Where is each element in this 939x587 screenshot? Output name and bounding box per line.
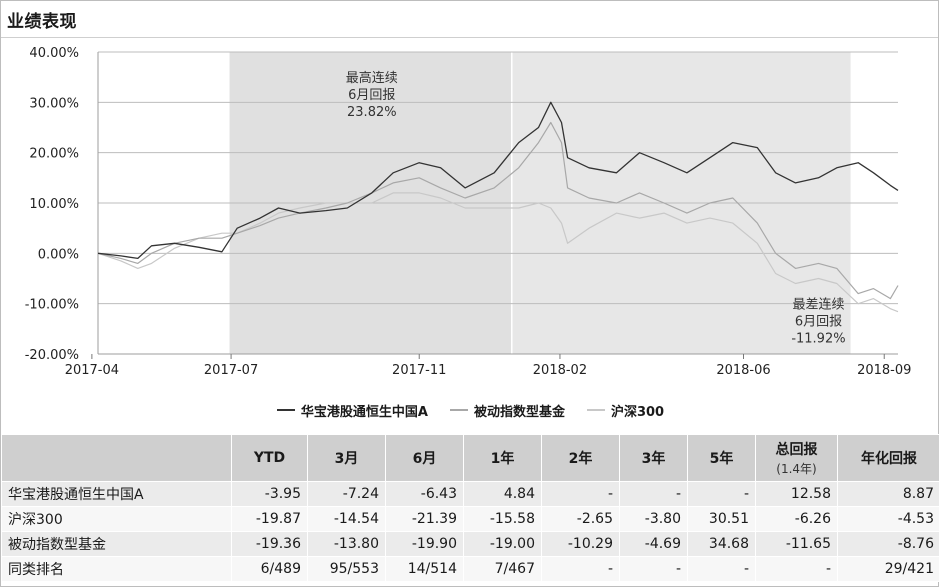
table-cell: -4.53 bbox=[837, 506, 939, 532]
column-header: 2年 bbox=[541, 434, 620, 482]
table-cell: -19.00 bbox=[463, 531, 542, 557]
table-header-row: YTD 3月 6月 1年 2年 3年 5年 总回报 (1.4年) 年化回报 bbox=[1, 434, 939, 482]
table-cell: 7/467 bbox=[463, 556, 542, 582]
table-cell: -15.58 bbox=[463, 506, 542, 532]
table-cell: 34.68 bbox=[687, 531, 756, 557]
legend-label: 华宝港股通恒生中国A bbox=[300, 404, 428, 420]
x-tick-label: 2017-11 bbox=[392, 363, 446, 378]
table-row: 沪深300 -19.87 -14.54 -21.39 -15.58 -2.65 -3.80 3… bbox=[1, 506, 939, 532]
table-row: 被动指数型基金 -19.36 -13.80 -19.90 -19.00 -10.29 -4.… bbox=[1, 531, 939, 557]
x-tick-label: 2018-02 bbox=[533, 363, 587, 378]
table-cell: -14.54 bbox=[307, 506, 386, 532]
column-header: 总回报 (1.4年) bbox=[755, 434, 838, 482]
legend-swatch bbox=[586, 409, 605, 411]
legend-item: 华宝港股通恒生中国A bbox=[276, 401, 428, 420]
column-header: 6月 bbox=[385, 434, 464, 482]
table-cell: -11.65 bbox=[755, 531, 838, 557]
column-header: 3月 bbox=[307, 434, 386, 482]
table-cell: - bbox=[619, 481, 688, 507]
section-header: 业绩表现 bbox=[1, 1, 938, 38]
x-tick-label: 2018-09 bbox=[857, 363, 911, 378]
table-cell: -19.87 bbox=[231, 506, 308, 532]
x-tick-label: 2017-07 bbox=[204, 363, 258, 378]
table-cell: - bbox=[687, 556, 756, 582]
table-cell: -6.26 bbox=[755, 506, 838, 532]
performance-chart: 40.00% 30.00% 20.00% 10.00% 0.00% -10.00% -20.… bbox=[25, 46, 912, 378]
section-title: 业绩表现 bbox=[7, 12, 77, 32]
x-tick-label: 2018-06 bbox=[716, 363, 770, 378]
table-cell: -3.95 bbox=[231, 481, 308, 507]
annotation-text: 最差连续 bbox=[792, 297, 844, 313]
column-header: 年化回报 bbox=[837, 434, 939, 482]
series-line bbox=[97, 121, 899, 300]
y-tick-label: 20.00% bbox=[29, 147, 79, 162]
table-cell: - bbox=[541, 556, 620, 582]
column-header bbox=[1, 434, 232, 482]
table-cell: -3.80 bbox=[619, 506, 688, 532]
table-cell: - bbox=[755, 556, 838, 582]
column-header: 3年 bbox=[619, 434, 688, 482]
table-cell: -8.76 bbox=[837, 531, 939, 557]
table-row: 华宝港股通恒生中国A -3.95 -7.24 -6.43 4.84- - -12.58 8.8… bbox=[1, 481, 939, 507]
annotation-text: 23.82% bbox=[347, 105, 397, 120]
legend-item: 被动指数型基金 bbox=[449, 401, 565, 420]
y-tick-label: 10.00% bbox=[29, 197, 79, 212]
annotation-text: -11.92% bbox=[791, 332, 845, 347]
x-tick-label: 2017-04 bbox=[65, 363, 119, 378]
column-header: YTD bbox=[231, 434, 308, 482]
table-cell: 4.84 bbox=[463, 481, 542, 507]
y-tick-label: 40.00% bbox=[29, 46, 79, 61]
table-cell: 30.51 bbox=[687, 506, 756, 532]
annotation-text: 6月回报 bbox=[348, 88, 395, 103]
table-cell: -4.69 bbox=[619, 531, 688, 557]
table-cell: 6/489 bbox=[231, 556, 308, 582]
legend-swatch bbox=[449, 409, 468, 411]
series-line bbox=[97, 101, 899, 260]
series-line bbox=[97, 192, 899, 313]
table-cell: -19.90 bbox=[385, 531, 464, 557]
column-header: 5年 bbox=[687, 434, 756, 482]
row-label: 沪深300 bbox=[1, 506, 232, 532]
table-cell: - bbox=[687, 481, 756, 507]
row-label: 被动指数型基金 bbox=[1, 531, 232, 557]
annotation-text: 6月回报 bbox=[795, 315, 842, 330]
performance-table: YTD 3月 6月 1年 2年 3年 5年 总回报 (1.4年) 年化回报 华宝港股通恒生中国A -… bbox=[1, 434, 939, 582]
annotation-text: 最高连续 bbox=[346, 70, 398, 86]
table-cell: -2.65 bbox=[541, 506, 620, 532]
row-label: 同类排名 bbox=[1, 556, 232, 582]
column-header-subtitle: (1.4年) bbox=[776, 462, 817, 476]
table-cell: -6.43 bbox=[385, 481, 464, 507]
table-cell: -21.39 bbox=[385, 506, 464, 532]
table-cell: 95/553 bbox=[307, 556, 386, 582]
table-cell: -13.80 bbox=[307, 531, 386, 557]
chart-legend: 华宝港股通恒生中国A 被动指数型基金 沪深300 bbox=[1, 399, 939, 421]
table-cell: -7.24 bbox=[307, 481, 386, 507]
table-cell: 14/514 bbox=[385, 556, 464, 582]
table-cell: - bbox=[619, 556, 688, 582]
row-label: 华宝港股通恒生中国A bbox=[1, 481, 232, 507]
table-cell: 8.87 bbox=[837, 481, 939, 507]
table-cell: - bbox=[541, 481, 620, 507]
y-tick-label: 30.00% bbox=[29, 96, 79, 111]
table-cell: 12.58 bbox=[755, 481, 838, 507]
column-header: 1年 bbox=[463, 434, 542, 482]
table-cell: -10.29 bbox=[541, 531, 620, 557]
legend-label: 沪深300 bbox=[610, 404, 665, 420]
table-cell: 29/421 bbox=[837, 556, 939, 582]
y-tick-label: -10.00% bbox=[25, 298, 79, 313]
y-tick-label: -20.00% bbox=[25, 348, 79, 363]
legend-swatch bbox=[276, 409, 295, 411]
legend-label: 被动指数型基金 bbox=[473, 404, 565, 420]
legend-item: 沪深300 bbox=[586, 401, 665, 420]
y-tick-label: 0.00% bbox=[38, 247, 79, 262]
table-row: 同类排名 6/489 95/553 14/514 7/467- - - -29/421 bbox=[1, 556, 939, 582]
table-cell: -19.36 bbox=[231, 531, 308, 557]
